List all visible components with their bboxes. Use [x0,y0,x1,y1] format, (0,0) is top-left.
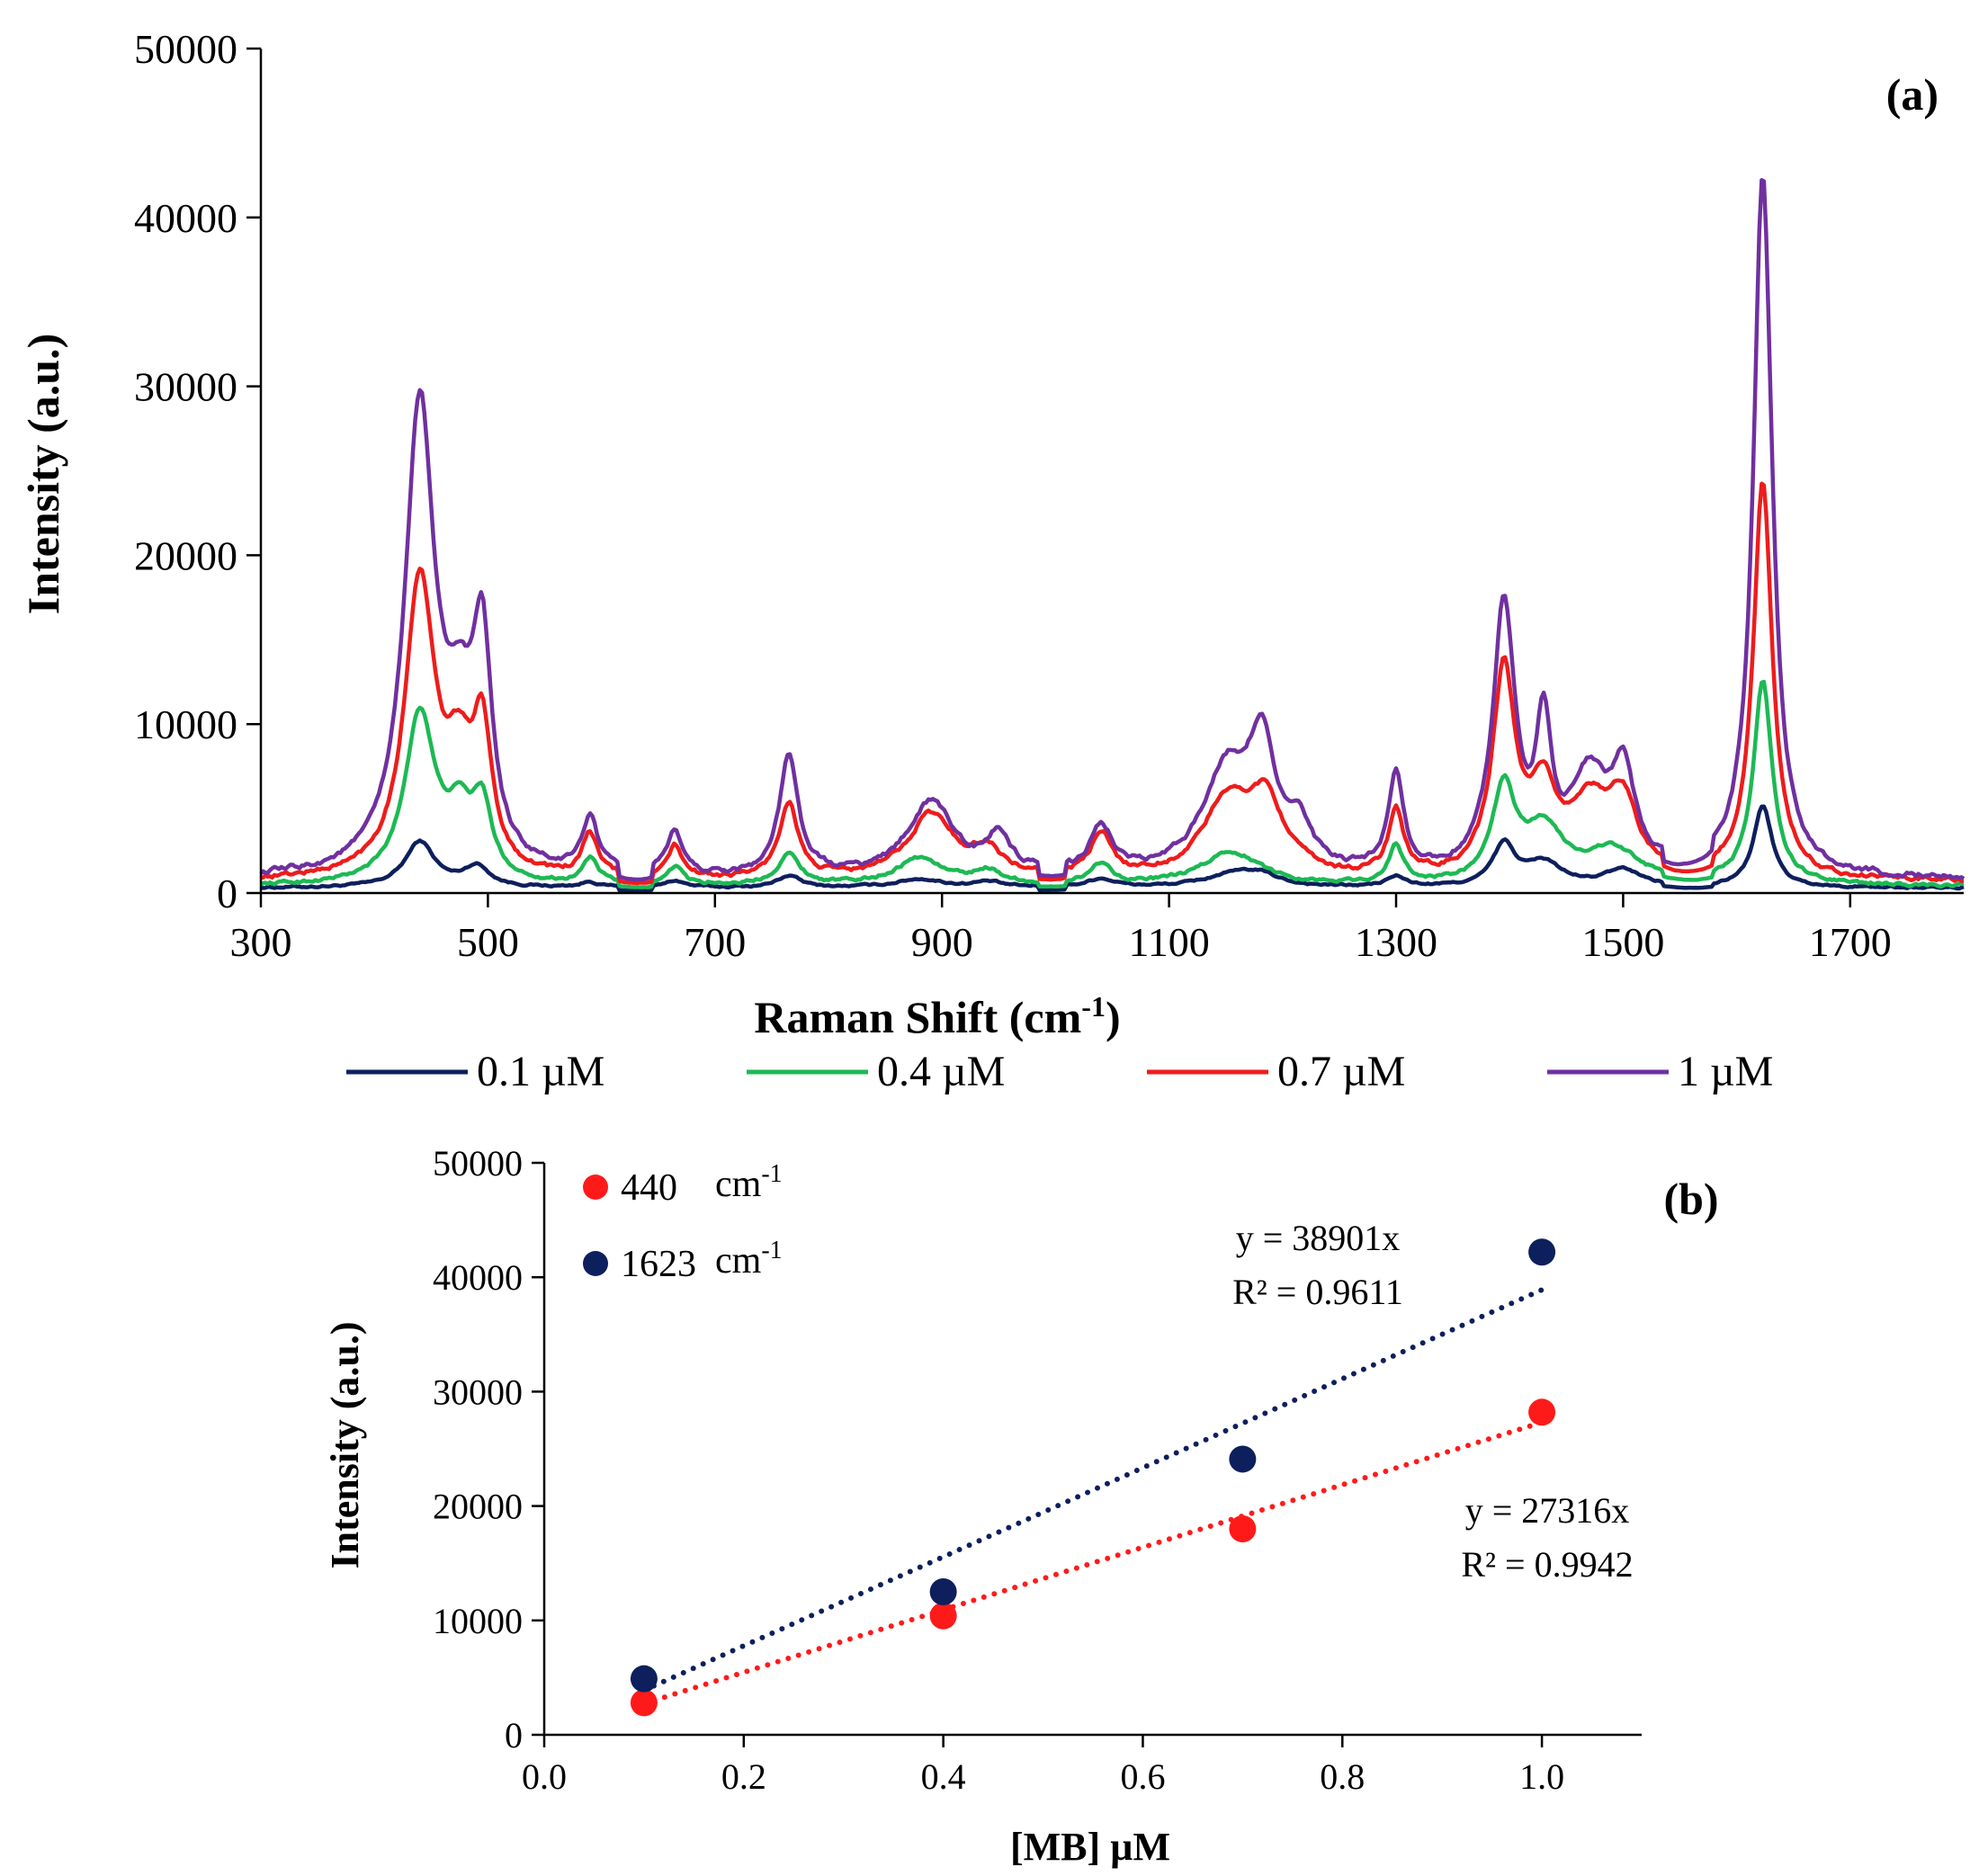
panel-b-y-axis-label: Intensity (a.u.) [323,1321,367,1568]
legend-label-2: 0.4 µM [877,1048,1005,1095]
panel-a-y-tick-label: 50000 [134,26,237,72]
panel-b-x-tick-label: 0.4 [921,1756,966,1797]
panel-a-x-tick-label: 1500 [1581,919,1664,965]
panel-a-y-axis-label: Intensity (a.u.) [18,334,68,615]
trendlines [640,1287,1545,1707]
scatter-points [630,1238,1556,1717]
panel-a-y-tick-label: 40000 [134,195,237,241]
panel-a-axes: 0 10000 20000 30000 40000 50000 300 500 700 900 11… [134,26,1964,965]
panel-b-y-tick-label: 0 [505,1715,523,1755]
legend-marker-1623 [583,1251,608,1276]
panel-a-x-axis-label: Raman Shift (cm-1) [754,990,1120,1042]
legend-label-1: 0.1 µM [477,1048,604,1095]
spectra-lines [259,178,1966,893]
r2-440: R² = 0.9942 [1461,1544,1633,1585]
panel-b-y-tick-label: 50000 [433,1143,523,1184]
panel-a-x-tick-label: 1700 [1809,919,1892,965]
panel-a-x-tick-label: 500 [457,919,519,965]
panel-b-y-tick-label: 30000 [433,1371,523,1412]
legend-label-440: 440 [621,1167,677,1209]
trendline-1623 [640,1287,1545,1693]
point-1623 [630,1665,658,1693]
spectrum-line-3 [260,481,1965,885]
legend-marker-440 [583,1175,608,1200]
legend-label-4: 1 µM [1678,1048,1773,1095]
panel-b-y-tick-label: 20000 [433,1487,523,1527]
spectrum-line-1 [260,804,1965,893]
panel-b-x-tick-label: 0.6 [1120,1756,1165,1797]
spectrum-line-2 [259,679,1965,889]
panel-a-legend: 0.1 µM 0.4 µM 0.7 µM 1 µM [346,1048,1773,1095]
panel-b-x-axis-label: [MB] µM [1010,1825,1170,1869]
legend-unit-440: cm-1 [715,1160,783,1205]
panel-b-x-tick-label: 0.8 [1320,1756,1365,1797]
panel-b-x-tick-label: 0.2 [721,1756,766,1797]
panel-b-axes: 0 10000 20000 30000 40000 50000 0.0 0.2 0.4 0.6 0.… [433,1143,1642,1797]
legend-unit-1623: cm-1 [715,1237,783,1282]
panel-b-x-tick-label: 1.0 [1519,1756,1564,1797]
panel-b-y-tick-label: 10000 [433,1601,523,1641]
equation-1623: y = 38901x [1236,1218,1401,1258]
legend-label-3: 0.7 µM [1277,1048,1405,1095]
point-440 [630,1689,658,1717]
panel-a-y-tick-label: 0 [217,871,237,916]
point-1623 [1229,1445,1257,1473]
panel-a-x-tick-label: 300 [230,919,292,965]
panel-a-y-tick-label: 10000 [134,701,237,747]
panel-a-x-tick-label: 1300 [1355,919,1437,965]
panel-b-y-tick-label: 40000 [433,1257,523,1298]
panel-a-label: (a) [1886,69,1939,120]
spectrum-line-4 [259,178,1966,882]
point-440 [1229,1515,1257,1543]
legend-label-1623: 1623 [621,1244,696,1285]
panel-a-x-tick-label: 900 [911,919,973,965]
equation-440: y = 27316x [1465,1490,1630,1531]
panel-b-x-tick-label: 0.0 [522,1756,567,1797]
panel-a: (a) 0 10000 20000 30000 40000 50000 300 500 700 9… [18,26,1966,1095]
trendline-440 [640,1419,1545,1707]
panel-b-legend: 440 cm-1 1623 cm-1 [583,1160,783,1285]
point-1623 [1528,1238,1556,1266]
panel-a-x-tick-label: 1100 [1128,919,1209,965]
point-440 [1528,1398,1556,1426]
point-440 [929,1602,957,1630]
panel-a-y-tick-label: 20000 [134,532,237,578]
r2-1623: R² = 0.9611 [1232,1272,1403,1312]
point-1623 [929,1578,957,1605]
panel-a-y-tick-label: 30000 [134,364,237,410]
panel-a-x-tick-label: 700 [684,919,746,965]
panel-b-label: (b) [1663,1174,1718,1224]
